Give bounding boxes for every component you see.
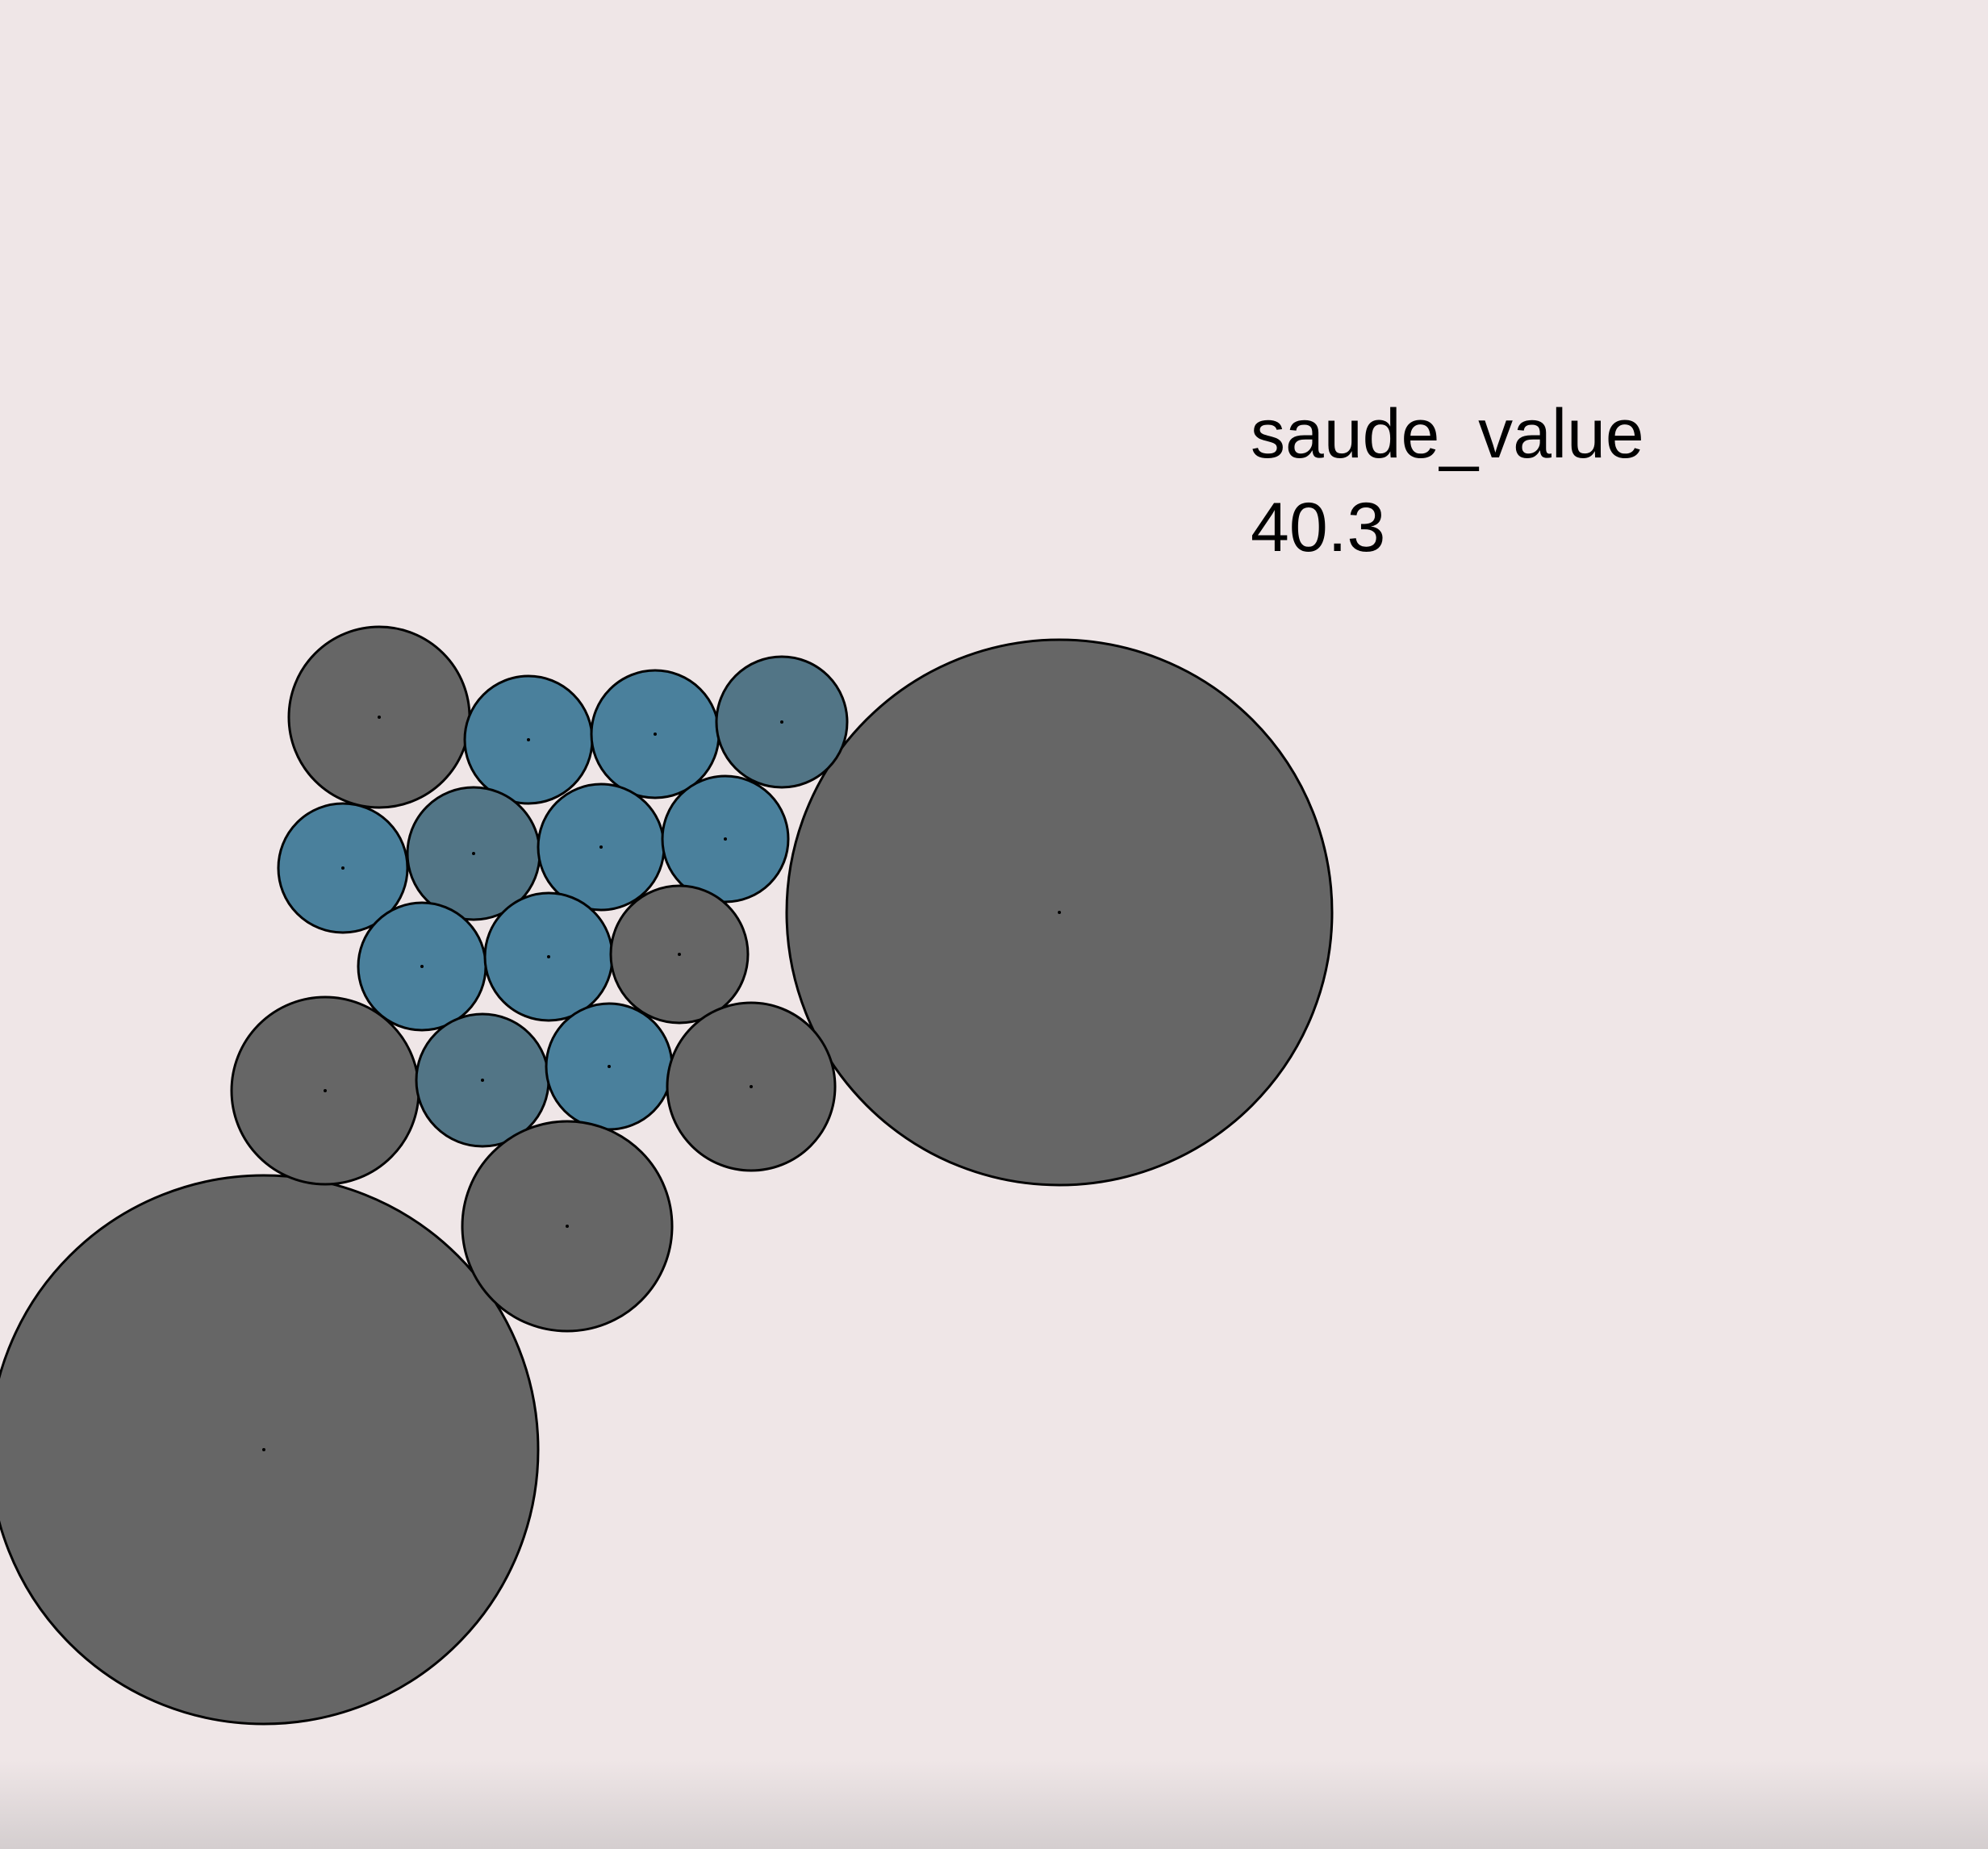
bubble-center-dot: [678, 953, 681, 956]
bubble[interactable]: [0, 1174, 540, 1726]
bubble-center-dot: [599, 845, 603, 849]
bubble-center-dot: [780, 720, 783, 724]
bubble-center-dot: [262, 1448, 265, 1451]
bubble-center-dot: [608, 1065, 611, 1068]
bubble-center-dot: [420, 965, 424, 968]
bubble-center-dot: [527, 738, 530, 741]
bubble-center-dot: [472, 852, 475, 855]
bubble-center-dot: [654, 733, 657, 736]
bubble-center-dot: [481, 1079, 484, 1082]
bubble-center-dot: [750, 1085, 753, 1088]
bubble-center-dot: [324, 1089, 327, 1092]
tooltip-label: saude_value: [1251, 395, 1644, 473]
bottom-shadow: [0, 1760, 1988, 1849]
tooltip: saude_value 40.3: [1251, 387, 1644, 574]
bubble-center-dot: [341, 866, 345, 870]
bubble-center-dot: [566, 1225, 569, 1228]
bubble-center-dot: [378, 716, 381, 719]
tooltip-value: 40.3: [1251, 489, 1386, 566]
bubble-center-dot: [547, 955, 550, 958]
bubble-center-dot: [1058, 911, 1061, 914]
bubble-center-dot: [724, 837, 727, 841]
